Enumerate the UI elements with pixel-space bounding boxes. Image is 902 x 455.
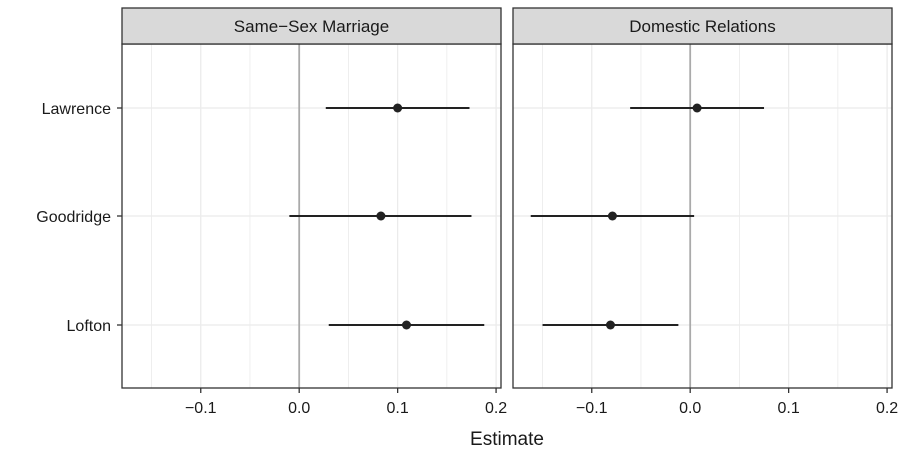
x-axis-title: Estimate xyxy=(470,429,544,450)
strip-title: Same−Sex Marriage xyxy=(234,17,389,36)
x-tick-label: 0.2 xyxy=(876,400,898,417)
facet-panel-1: Same−Sex Marriage −0.1 0.0 0.1 0.2 xyxy=(121,7,507,417)
x-tick-label: 0.0 xyxy=(679,400,701,417)
x-tick-label: 0.1 xyxy=(387,400,409,417)
y-tick-label: Lawrence xyxy=(42,101,111,118)
y-axis: Lawrence Goodridge Lofton xyxy=(36,101,122,335)
point-goodridge xyxy=(607,211,617,221)
strip-background xyxy=(512,7,893,45)
x-tick-label: −0.1 xyxy=(576,400,608,417)
point-lofton xyxy=(605,320,615,330)
strip-title: Domestic Relations xyxy=(629,17,775,36)
y-tick-label: Lofton xyxy=(67,318,111,335)
point-goodridge xyxy=(376,211,386,221)
point-lofton xyxy=(401,320,411,330)
point-lawrence xyxy=(692,103,702,113)
x-tick-label: 0.0 xyxy=(288,400,310,417)
x-tick-label: 0.2 xyxy=(485,400,507,417)
x-tick-label: 0.1 xyxy=(778,400,800,417)
x-tick-label: −0.1 xyxy=(185,400,217,417)
point-lawrence xyxy=(393,103,403,113)
y-tick-label: Goodridge xyxy=(36,209,111,226)
strip-background xyxy=(121,7,502,45)
facet-panel-2: Domestic Relations −0.1 0.0 0.1 0.2 xyxy=(512,7,898,417)
